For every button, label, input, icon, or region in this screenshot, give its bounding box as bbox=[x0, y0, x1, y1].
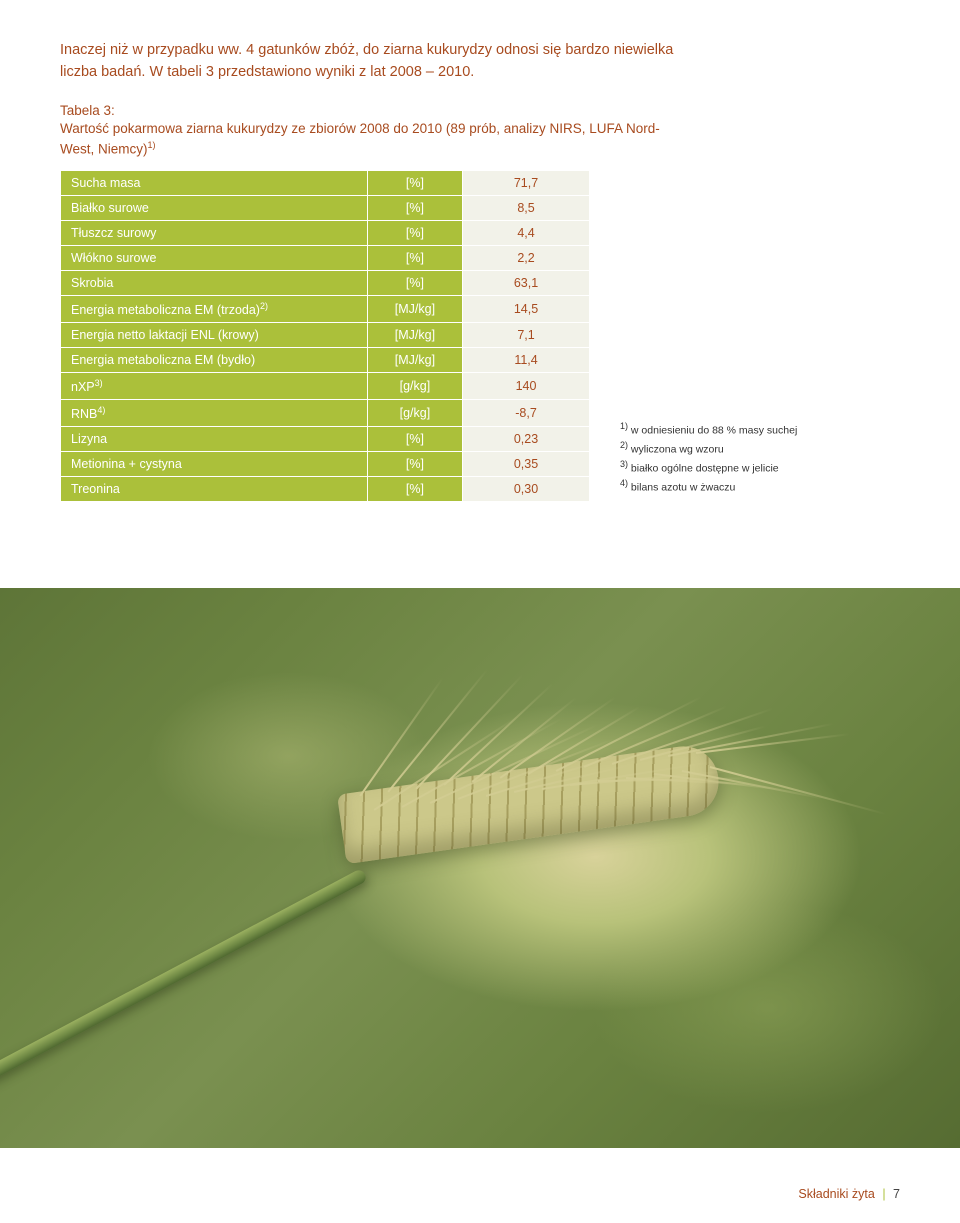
table-row: Treonina[%]0,30 bbox=[61, 477, 590, 502]
unit-cell: [%] bbox=[367, 220, 462, 245]
value-cell: -8,7 bbox=[463, 399, 590, 426]
unit-cell: [%] bbox=[367, 170, 462, 195]
footnote-sup: 3) bbox=[620, 459, 628, 469]
footnote-line: 1) w odniesieniu do 88 % masy suchej bbox=[620, 420, 797, 439]
unit-cell: [%] bbox=[367, 427, 462, 452]
value-cell: 14,5 bbox=[463, 295, 590, 322]
unit-cell: [g/kg] bbox=[367, 372, 462, 399]
value-cell: 11,4 bbox=[463, 347, 590, 372]
value-cell: 2,2 bbox=[463, 245, 590, 270]
unit-cell: [MJ/kg] bbox=[367, 347, 462, 372]
param-cell: Sucha masa bbox=[61, 170, 368, 195]
table-row: RNB4)[g/kg]-8,7 bbox=[61, 399, 590, 426]
table-row: nXP3)[g/kg]140 bbox=[61, 372, 590, 399]
unit-cell: [%] bbox=[367, 270, 462, 295]
param-cell: Energia metaboliczna EM (trzoda)2) bbox=[61, 295, 368, 322]
param-sup: 2) bbox=[260, 301, 268, 311]
table-row: Tłuszcz surowy[%]4,4 bbox=[61, 220, 590, 245]
param-cell: Włókno surowe bbox=[61, 245, 368, 270]
footnote-line: 2) wyliczona wg wzoru bbox=[620, 439, 797, 458]
caption-sup: 1) bbox=[148, 140, 156, 150]
footnote-sup: 2) bbox=[620, 440, 628, 450]
footer-sep: | bbox=[882, 1187, 885, 1201]
footnote-sup: 4) bbox=[620, 478, 628, 488]
footer-label: Składniki żyta bbox=[798, 1187, 874, 1201]
table-row: Skrobia[%]63,1 bbox=[61, 270, 590, 295]
table-row: Energia netto laktacji ENL (krowy)[MJ/kg… bbox=[61, 322, 590, 347]
footnote-line: 4) bilans azotu w żwaczu bbox=[620, 477, 797, 496]
value-cell: 0,30 bbox=[463, 477, 590, 502]
param-cell: RNB4) bbox=[61, 399, 368, 426]
table-row: Energia metaboliczna EM (bydło)[MJ/kg]11… bbox=[61, 347, 590, 372]
unit-cell: [g/kg] bbox=[367, 399, 462, 426]
param-cell: Energia netto laktacji ENL (krowy) bbox=[61, 322, 368, 347]
table-row: Białko surowe[%]8,5 bbox=[61, 195, 590, 220]
value-cell: 4,4 bbox=[463, 220, 590, 245]
plant-stem bbox=[0, 868, 368, 1082]
param-cell: Białko surowe bbox=[61, 195, 368, 220]
param-sup: 4) bbox=[97, 405, 105, 415]
value-cell: 8,5 bbox=[463, 195, 590, 220]
grain-photo bbox=[0, 588, 960, 1148]
unit-cell: [MJ/kg] bbox=[367, 295, 462, 322]
table-caption: Tabela 3: Wartość pokarmowa ziarna kukur… bbox=[60, 102, 680, 160]
table-row: Włókno surowe[%]2,2 bbox=[61, 245, 590, 270]
param-cell: Lizyna bbox=[61, 427, 368, 452]
grain-ear bbox=[337, 742, 723, 864]
footnote-line: 3) białko ogólne dostępne w jelicie bbox=[620, 458, 797, 477]
page-footer: Składniki żyta | 7 bbox=[798, 1187, 900, 1201]
nutrient-table: Sucha masa[%]71,7Białko surowe[%]8,5Tłus… bbox=[60, 170, 590, 502]
footnotes: 1) w odniesieniu do 88 % masy suchej2) w… bbox=[620, 170, 797, 497]
table-row: Lizyna[%]0,23 bbox=[61, 427, 590, 452]
caption-title: Tabela 3: bbox=[60, 103, 115, 118]
param-cell: Metionina + cystyna bbox=[61, 452, 368, 477]
grain-awn bbox=[710, 766, 887, 815]
value-cell: 140 bbox=[463, 372, 590, 399]
param-cell: Energia metaboliczna EM (bydło) bbox=[61, 347, 368, 372]
unit-cell: [MJ/kg] bbox=[367, 322, 462, 347]
unit-cell: [%] bbox=[367, 245, 462, 270]
intro-paragraph: Inaczej niż w przypadku ww. 4 gatunków z… bbox=[60, 40, 680, 84]
grain-awn bbox=[387, 669, 488, 793]
param-cell: Tłuszcz surowy bbox=[61, 220, 368, 245]
param-cell: nXP3) bbox=[61, 372, 368, 399]
table-row: Metionina + cystyna[%]0,35 bbox=[61, 452, 590, 477]
value-cell: 71,7 bbox=[463, 170, 590, 195]
value-cell: 63,1 bbox=[463, 270, 590, 295]
unit-cell: [%] bbox=[367, 452, 462, 477]
table-row: Energia metaboliczna EM (trzoda)2)[MJ/kg… bbox=[61, 295, 590, 322]
unit-cell: [%] bbox=[367, 195, 462, 220]
footer-page: 7 bbox=[893, 1187, 900, 1201]
value-cell: 0,23 bbox=[463, 427, 590, 452]
footnote-sup: 1) bbox=[620, 421, 628, 431]
param-cell: Treonina bbox=[61, 477, 368, 502]
table-row: Sucha masa[%]71,7 bbox=[61, 170, 590, 195]
param-cell: Skrobia bbox=[61, 270, 368, 295]
value-cell: 0,35 bbox=[463, 452, 590, 477]
unit-cell: [%] bbox=[367, 477, 462, 502]
param-sup: 3) bbox=[95, 378, 103, 388]
value-cell: 7,1 bbox=[463, 322, 590, 347]
table-container: Sucha masa[%]71,7Białko surowe[%]8,5Tłus… bbox=[60, 170, 900, 502]
